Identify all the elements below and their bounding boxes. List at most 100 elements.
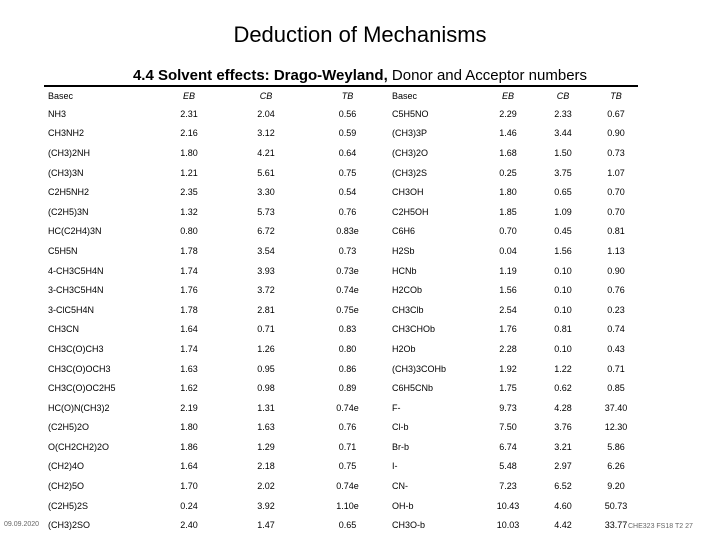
eb-value-2: 9.73 — [499, 402, 517, 413]
eb-value: 2.31 — [180, 108, 198, 119]
base-name-2: CH3OH — [392, 187, 424, 198]
base-name: CH3CN — [48, 324, 80, 335]
eb-value-2: 1.68 — [499, 147, 517, 158]
header-cb-2: CB — [556, 90, 570, 101]
cb-value-2: 3.76 — [554, 422, 572, 433]
tb-value-2: 0.74 — [607, 324, 625, 335]
base-name-2: CH3Clb — [392, 304, 424, 315]
base-name-2: C6H5CNb — [392, 383, 434, 394]
eb-value-2: 0.70 — [499, 226, 517, 237]
table-row: (CH2)5O 1.70 2.02 0.74e CN- 7.23 6.52 9.20 — [44, 476, 638, 496]
table-row: (C2H5)2O 1.80 1.63 0.76 Cl-b 7.50 3.76 12.30 — [44, 418, 638, 438]
base-name-2: C2H5OH — [392, 206, 429, 217]
tb-value-2: 0.90 — [607, 265, 625, 276]
table-row: (C2H5)3N 1.32 5.73 0.76 C2H5OH 1.85 1.09 0.70 — [44, 202, 638, 222]
base-name-2: F- — [392, 402, 401, 413]
tb-value-2: 0.73 — [607, 147, 625, 158]
section-subtitle: 4.4 Solvent effects: Drago-Weyland, Dono… — [0, 67, 720, 84]
base-name: (C2H5)2S — [48, 500, 89, 511]
base-name: (C2H5)2O — [48, 422, 90, 433]
tb-value: 0.74e — [336, 285, 359, 296]
cb-value-2: 3.44 — [554, 128, 572, 139]
eb-value-2: 5.48 — [499, 461, 517, 472]
eb-value: 0.80 — [180, 226, 198, 237]
base-name-2: CH3CHOb — [392, 324, 436, 335]
table-row: CH3C(O)OC2H5 1.62 0.98 0.89 C6H5CNb 1.75 0.62 0… — [44, 378, 638, 398]
eb-value: 1.80 — [180, 147, 198, 158]
table-row: CH3NH2 2.16 3.12 0.59 (CH3)3P 1.46 3.44 0.90 — [44, 124, 638, 144]
footer-course: CHE323 FS18 T2 27 — [628, 523, 693, 530]
cb-value: 1.29 — [257, 441, 275, 452]
header-eb-2: EB — [501, 90, 514, 101]
header-rule — [44, 85, 638, 87]
table-row: CH3CN 1.64 0.71 0.83 CH3CHOb 1.76 0.81 0.74 — [44, 320, 638, 340]
base-name-2: C5H5NO — [392, 108, 429, 119]
eb-value: 2.40 — [180, 520, 198, 531]
eb-value-2: 1.46 — [499, 128, 517, 139]
cb-value: 3.54 — [257, 245, 275, 256]
eb-value: 1.74 — [180, 265, 198, 276]
tb-value-2: 0.81 — [607, 226, 625, 237]
base-name: (CH3)2NH — [48, 147, 91, 158]
base-name: (CH2)4O — [48, 461, 85, 472]
tb-value: 0.56 — [338, 108, 357, 119]
eb-value-2: 10.03 — [496, 520, 520, 531]
tb-value-2: 0.43 — [607, 343, 625, 354]
header-cb: CB — [259, 90, 273, 101]
table-row: 3-ClC5H4N 1.78 2.81 0.75e CH3Clb 2.54 0.10 0.23 — [44, 300, 638, 320]
cb-value: 0.71 — [257, 324, 275, 335]
table-row: 4-CH3C5H4N 1.74 3.93 0.73e HCNb 1.19 0.10 0.90 — [44, 261, 638, 281]
eb-value-2: 1.80 — [499, 187, 517, 198]
eb-value: 2.19 — [180, 402, 198, 413]
table-row: HC(C2H4)3N 0.80 6.72 0.83e C6H6 0.70 0.45 0.81 — [44, 222, 638, 242]
footer-date: 09.09.2020 — [4, 521, 40, 528]
cb-value: 2.81 — [257, 304, 275, 315]
cb-value-2: 0.10 — [554, 304, 572, 315]
base-name: 3-ClC5H4N — [48, 304, 95, 315]
base-name-2: I- — [392, 461, 398, 472]
cb-value-2: 1.09 — [554, 206, 572, 217]
cb-value-2: 2.33 — [554, 108, 572, 119]
eb-value: 1.86 — [180, 441, 198, 452]
tb-value: 0.73 — [338, 245, 357, 256]
eb-value-2: 1.56 — [499, 285, 517, 296]
base-name: HC(O)N(CH3)2 — [48, 402, 110, 413]
header-eb: EB — [182, 90, 195, 101]
base-name: HC(C2H4)3N — [48, 226, 102, 237]
tb-value-2: 0.71 — [607, 363, 625, 374]
eb-value: 1.32 — [180, 206, 198, 217]
table-row: (C2H5)2S 0.24 3.92 1.10e OH-b 10.43 4.60 50.73 — [44, 496, 638, 516]
eb-value-2: 6.74 — [499, 441, 517, 452]
base-name-2: Br-b — [392, 441, 410, 452]
table-row: 3-CH3C5H4N 1.76 3.72 0.74e H2COb 1.56 0.10 0.76 — [44, 280, 638, 300]
base-name: 3-CH3C5H4N — [48, 285, 104, 296]
tb-value: 0.83e — [336, 226, 359, 237]
base-name-2: H2COb — [392, 285, 423, 296]
cb-value: 4.21 — [257, 147, 275, 158]
page-title: Deduction of Mechanisms — [233, 22, 487, 47]
cb-value: 2.04 — [257, 108, 275, 119]
tb-value: 1.10e — [336, 500, 359, 511]
base-name-2: CN- — [392, 481, 408, 492]
base-name: (CH3)3N — [48, 167, 84, 178]
header-base: Basec — [48, 90, 74, 101]
cb-value-2: 3.75 — [554, 167, 572, 178]
tb-value-2: 6.26 — [607, 461, 625, 472]
tb-value: 0.71 — [338, 441, 357, 452]
tb-value: 0.64 — [338, 147, 357, 158]
eb-value: 1.78 — [180, 245, 198, 256]
base-name-2: (CH3)2O — [392, 147, 429, 158]
header-row: Basec EB CB TB Basec EB CB TB — [44, 87, 638, 104]
table-row: CH3C(O)OCH3 1.63 0.95 0.86 (CH3)3COHb 1.92 1.2… — [44, 359, 638, 379]
base-name-2: H2Sb — [392, 245, 415, 256]
header-base-2: Basec — [392, 90, 418, 101]
base-name-2: OH-b — [392, 500, 414, 511]
tb-value: 0.65 — [338, 520, 357, 531]
eb-value-2: 2.29 — [499, 108, 517, 119]
tb-value-2: 0.76 — [607, 285, 625, 296]
tb-value-2: 12.30 — [604, 422, 628, 433]
tb-value: 0.75 — [338, 167, 357, 178]
base-name: NH3 — [48, 108, 67, 119]
cb-value: 2.02 — [257, 481, 275, 492]
eb-value: 1.21 — [180, 167, 198, 178]
